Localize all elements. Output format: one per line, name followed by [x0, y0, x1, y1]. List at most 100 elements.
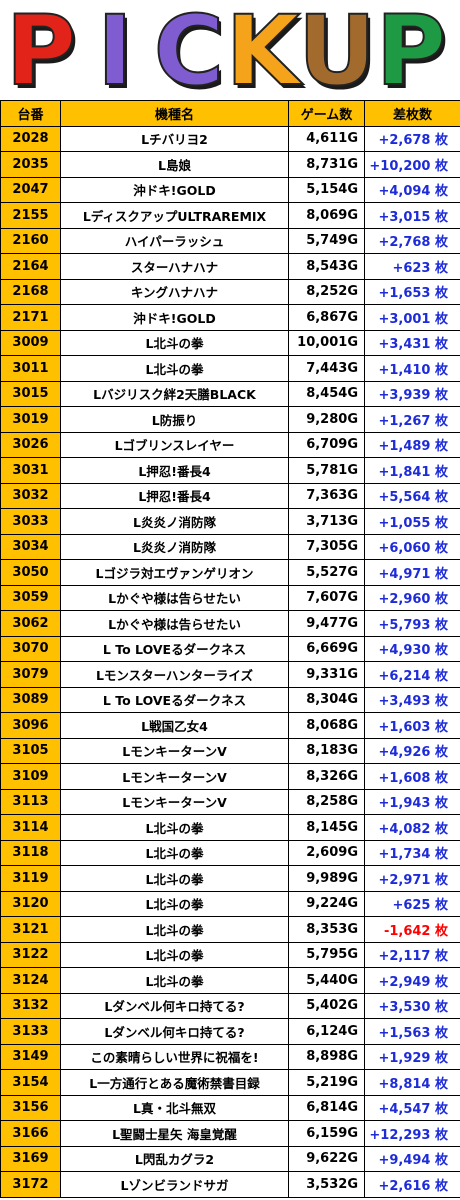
machine-number-cell: 3154 — [0, 1069, 61, 1096]
machine-number-cell: 3121 — [0, 916, 61, 943]
game-count-cell: 2,609G — [288, 839, 365, 866]
game-count-cell: 7,305G — [288, 533, 365, 560]
model-name-cell: L北斗の拳 — [60, 941, 289, 968]
table-row: 3070 L To LOVEるダークネス 6,669G +4,930 枚 — [0, 635, 460, 662]
table-header-row: 台番 機種名 ゲーム数 差枚数 — [0, 100, 460, 127]
model-name-cell: L真・北斗無双 — [60, 1094, 289, 1121]
table-row: 3062 Lかぐや様は告らせたい 9,477G +5,793 枚 — [0, 610, 460, 637]
table-row: 2028 Lチバリヨ2 4,611G +2,678 枚 — [0, 125, 460, 152]
table-row: 3156 L真・北斗無双 6,814G +4,547 枚 — [0, 1094, 460, 1121]
model-name-cell: LディスクアップULTRAREMIX — [60, 202, 289, 229]
game-count-cell: 8,069G — [288, 202, 365, 229]
game-count-cell: 8,454G — [288, 380, 365, 407]
table-row: 2160 ハイパーラッシュ 5,749G +2,768 枚 — [0, 227, 460, 254]
game-count-cell: 6,867G — [288, 304, 365, 331]
machine-number-cell: 3026 — [0, 431, 61, 458]
machine-number-cell: 2164 — [0, 253, 61, 280]
game-count-cell: 6,814G — [288, 1094, 365, 1121]
table-row: 2047 沖ドキ!GOLD 5,154G +4,094 枚 — [0, 176, 460, 203]
machine-number-cell: 3079 — [0, 661, 61, 688]
model-name-cell: L防振り — [60, 406, 289, 433]
coin-difference-cell: +623 枚 — [364, 253, 460, 280]
model-name-cell: この素晴らしい世界に祝福を! — [60, 1043, 289, 1070]
table-row: 3050 Lゴジラ対エヴァンゲリオン 5,527G +4,971 枚 — [0, 559, 460, 586]
model-name-cell: Lモンスターハンターライズ — [60, 661, 289, 688]
machine-number-cell: 3105 — [0, 737, 61, 764]
coin-difference-cell: +3,015 枚 — [364, 202, 460, 229]
coin-difference-cell: +4,926 枚 — [364, 737, 460, 764]
table-row: 3032 L押忍!番長4 7,363G +5,564 枚 — [0, 482, 460, 509]
table-row: 3119 L北斗の拳 9,989G +2,971 枚 — [0, 865, 460, 892]
coin-difference-cell: +2,971 枚 — [364, 865, 460, 892]
model-name-cell: 沖ドキ!GOLD — [60, 176, 289, 203]
model-name-cell: Lバジリスク絆2天膳BLACK — [60, 380, 289, 407]
coin-difference-cell: +1,603 枚 — [364, 712, 460, 739]
model-name-cell: スターハナハナ — [60, 253, 289, 280]
coin-difference-cell: +12,293 枚 — [364, 1120, 460, 1147]
model-name-cell: L聖闘士星矢 海皇覚醒 — [60, 1120, 289, 1147]
table-row: 3114 L北斗の拳 8,145G +4,082 枚 — [0, 814, 460, 841]
model-name-cell: Lかぐや様は告らせたい — [60, 584, 289, 611]
svg-text:K: K — [226, 0, 304, 100]
model-name-cell: L戦国乙女4 — [60, 712, 289, 739]
svg-text:P: P — [6, 0, 76, 100]
banner-letter-c: CC — [153, 0, 227, 100]
game-count-cell: 3,532G — [288, 1171, 365, 1198]
table-row: 3009 L北斗の拳 10,001G +3,431 枚 — [0, 329, 460, 356]
svg-text:I: I — [97, 0, 133, 100]
machine-number-cell: 3124 — [0, 967, 61, 994]
game-count-cell: 5,527G — [288, 559, 365, 586]
coin-difference-cell: +1,410 枚 — [364, 355, 460, 382]
coin-difference-cell: +5,793 枚 — [364, 610, 460, 637]
coin-difference-cell: +2,678 枚 — [364, 125, 460, 152]
coin-difference-cell: +6,214 枚 — [364, 661, 460, 688]
game-count-cell: 7,443G — [288, 355, 365, 382]
game-count-cell: 9,280G — [288, 406, 365, 433]
coin-difference-cell: +1,929 枚 — [364, 1043, 460, 1070]
game-count-cell: 8,183G — [288, 737, 365, 764]
coin-difference-cell: +1,943 枚 — [364, 788, 460, 815]
table-row: 3122 L北斗の拳 5,795G +2,117 枚 — [0, 941, 460, 968]
machine-number-cell: 3050 — [0, 559, 61, 586]
model-name-cell: L一方通行とある魔術禁書目録 — [60, 1069, 289, 1096]
table-row: 3059 Lかぐや様は告らせたい 7,607G +2,960 枚 — [0, 584, 460, 611]
table-row: 3149 この素晴らしい世界に祝福を! 8,898G +1,929 枚 — [0, 1043, 460, 1070]
table-row: 3121 L北斗の拳 8,353G -1,642 枚 — [0, 916, 460, 943]
svg-text:U: U — [298, 0, 376, 100]
coin-difference-cell: +2,117 枚 — [364, 941, 460, 968]
coin-difference-cell: +1,563 枚 — [364, 1018, 460, 1045]
model-name-cell: キングハナハナ — [60, 278, 289, 305]
banner-letter-p: PP — [375, 0, 449, 100]
svg-text:P: P — [9, 0, 79, 100]
game-count-cell: 9,331G — [288, 661, 365, 688]
header-coin-difference: 差枚数 — [364, 100, 460, 127]
machine-number-cell: 3070 — [0, 635, 61, 662]
machine-number-cell: 3156 — [0, 1094, 61, 1121]
coin-difference-cell: +4,082 枚 — [364, 814, 460, 841]
machine-number-cell: 3169 — [0, 1145, 61, 1172]
coin-difference-cell: +4,971 枚 — [364, 559, 460, 586]
game-count-cell: 6,159G — [288, 1120, 365, 1147]
model-name-cell: L炎炎ノ消防隊 — [60, 533, 289, 560]
model-name-cell: L北斗の拳 — [60, 839, 289, 866]
model-name-cell: ハイパーラッシュ — [60, 227, 289, 254]
svg-text:P: P — [376, 0, 446, 100]
table-row: 3015 Lバジリスク絆2天膳BLACK 8,454G +3,939 枚 — [0, 380, 460, 407]
coin-difference-cell: +3,493 枚 — [364, 686, 460, 713]
coin-difference-cell: +2,616 枚 — [364, 1171, 460, 1198]
table-row: 2035 L島娘 8,731G +10,200 枚 — [0, 151, 460, 178]
model-name-cell: L To LOVEるダークネス — [60, 635, 289, 662]
game-count-cell: 8,068G — [288, 712, 365, 739]
svg-text:C: C — [157, 0, 227, 100]
coin-difference-cell: +1,055 枚 — [364, 508, 460, 535]
model-name-cell: Lゴブリンスレイヤー — [60, 431, 289, 458]
coin-difference-cell: +4,094 枚 — [364, 176, 460, 203]
coin-difference-cell: +1,489 枚 — [364, 431, 460, 458]
coin-difference-cell: +10,200 枚 — [364, 151, 460, 178]
table-row: 3132 Lダンベル何キロ持てる? 5,402G +3,530 枚 — [0, 992, 460, 1019]
svg-text:P: P — [379, 0, 449, 100]
model-name-cell: Lゴジラ対エヴァンゲリオン — [60, 559, 289, 586]
game-count-cell: 7,363G — [288, 482, 365, 509]
table-row: 3166 L聖闘士星矢 海皇覚醒 6,159G +12,293 枚 — [0, 1120, 460, 1147]
